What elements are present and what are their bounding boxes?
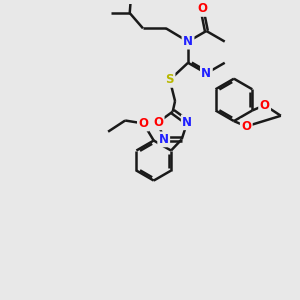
Text: N: N [183,35,193,48]
Text: O: O [197,2,207,15]
Text: N: N [182,116,192,129]
Text: O: O [153,116,163,129]
Text: O: O [260,99,270,112]
Text: S: S [166,74,174,86]
Text: O: O [241,120,251,133]
Text: O: O [138,117,148,130]
Text: N: N [159,133,169,146]
Text: N: N [201,67,212,80]
